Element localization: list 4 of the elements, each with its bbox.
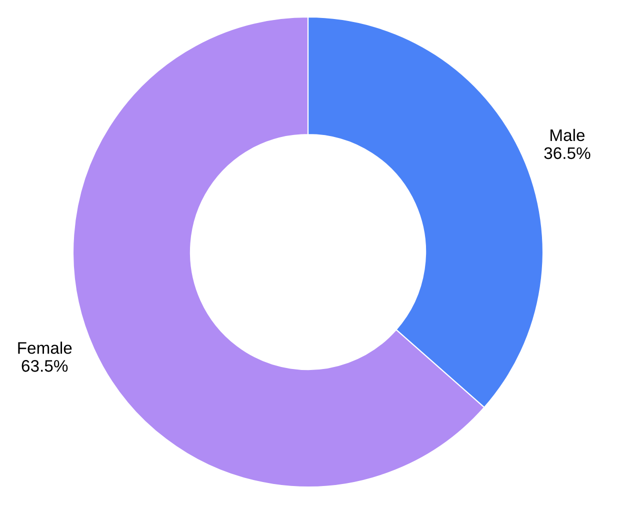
data-label: 63.5% [22,360,68,372]
slice-label: Female [18,342,72,354]
data-label: 36.5% [544,147,590,160]
slice-label: Male [550,128,585,142]
